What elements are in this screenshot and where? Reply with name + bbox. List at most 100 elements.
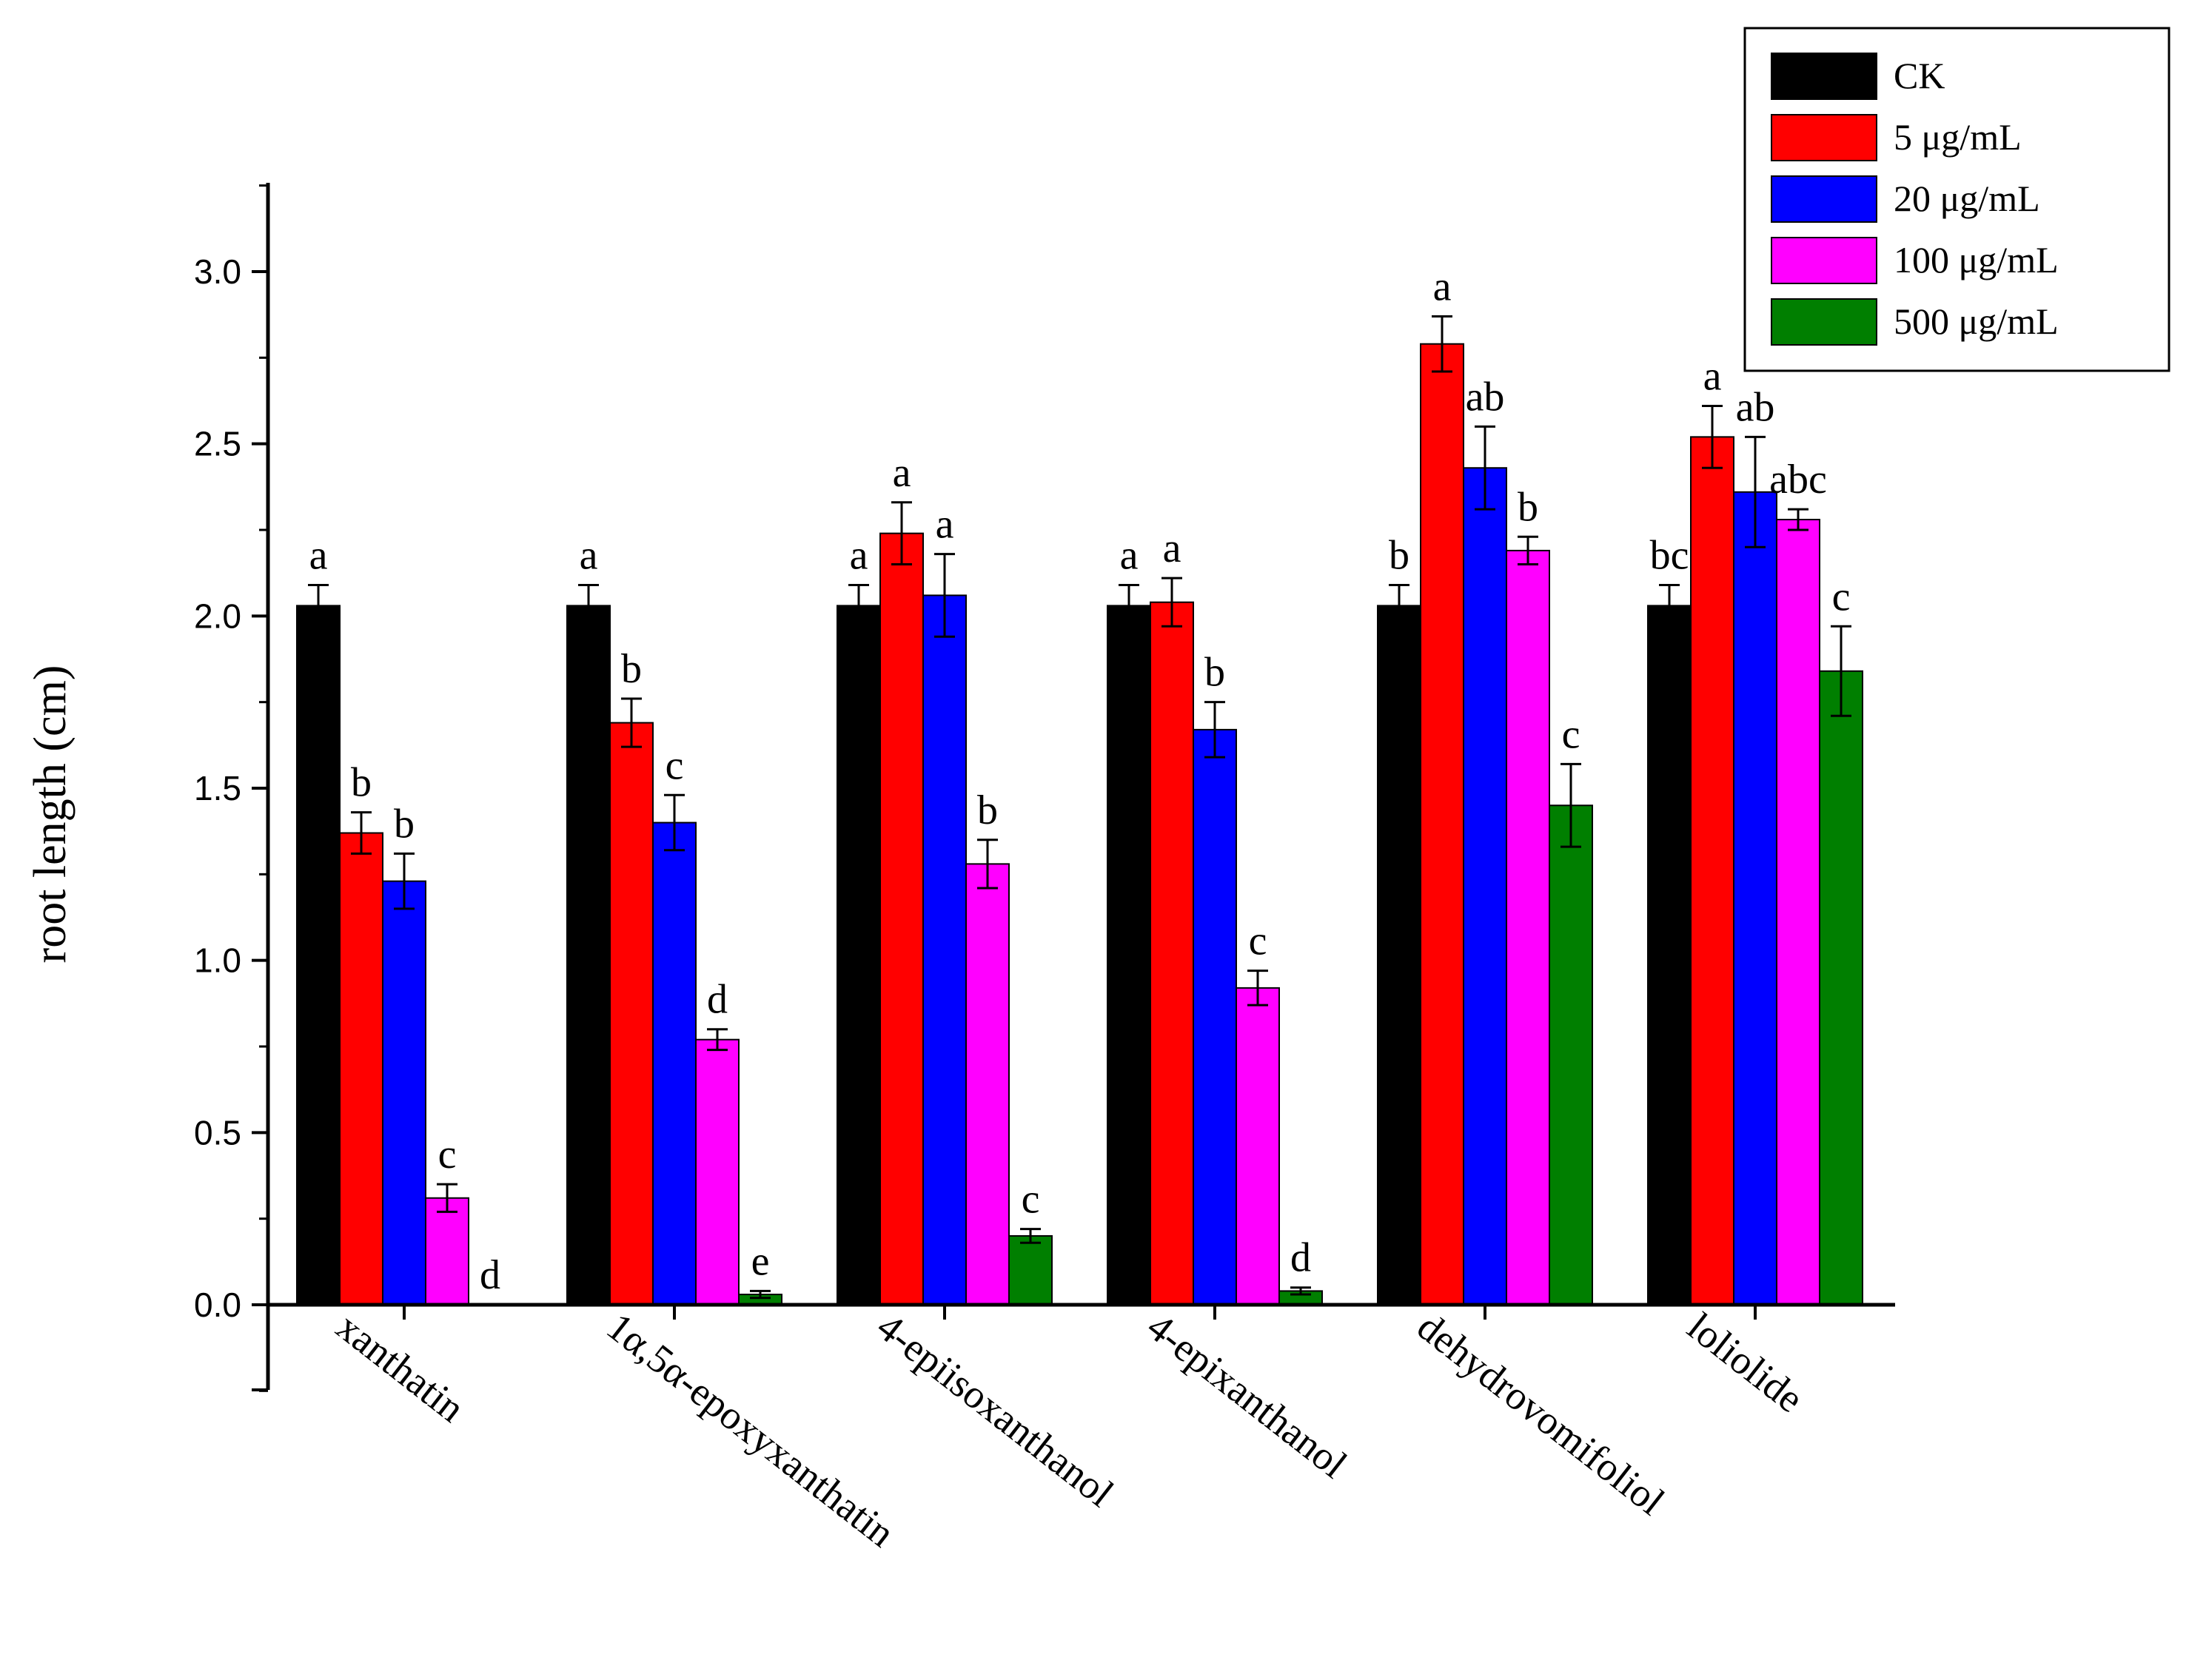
significance-label-3-0: a: [1120, 532, 1139, 578]
significance-label-4-2: ab: [1466, 374, 1505, 420]
error-bar-3-3: [1247, 970, 1268, 1007]
category-label-0: xanthatin: [329, 1304, 473, 1431]
bar-2-0: [837, 605, 881, 1306]
category-labels-layer: xanthatin 1α,5α-epoxyxanthatin4-epiisoxan…: [329, 1304, 1812, 1556]
error-bar-0-1: [351, 811, 372, 855]
bar-5-2: [1733, 491, 1777, 1306]
significance-label-5-1: a: [1703, 353, 1722, 399]
category-label-4: dehydrovomifoliol: [1409, 1304, 1673, 1524]
legend-swatch-2: [1771, 175, 1877, 223]
error-bar-4-4: [1561, 762, 1581, 848]
y-tick-label-3: 1.5: [194, 769, 241, 807]
error-bar-5-2: [1745, 435, 1766, 548]
bar-0-3: [425, 1197, 469, 1306]
error-bar-3-4: [1290, 1286, 1311, 1296]
category-label-1: 1α,5α-epoxyxanthatin: [599, 1304, 903, 1556]
category-label-2: 4-epiisoxanthanol: [869, 1304, 1122, 1515]
bar-3-1: [1150, 601, 1194, 1306]
bar-3-0: [1107, 605, 1151, 1306]
error-bar-2-4: [1020, 1228, 1041, 1244]
significance-label-1-1: b: [621, 646, 642, 692]
legend-label-0: CK: [1894, 55, 1945, 96]
category-label-3: 4-epixanthanol: [1139, 1304, 1355, 1487]
legend-label-1: 5 μg/mL: [1894, 116, 2022, 158]
significance-label-0-1: b: [351, 760, 372, 806]
error-bar-3-2: [1204, 701, 1225, 759]
significance-label-1-3: d: [707, 977, 728, 1023]
bar-2-1: [879, 532, 924, 1306]
significance-label-5-3: abc: [1769, 457, 1827, 503]
error-bar-0-2: [394, 852, 415, 910]
bar-4-1: [1420, 343, 1464, 1306]
y-ticks-layer: 0.0 0.5 1.0 1.5 2.0 2.5 3.0: [194, 184, 1757, 1392]
significance-label-3-4: d: [1290, 1235, 1311, 1281]
significance-label-2-2: a: [936, 502, 954, 548]
bar-3-2: [1193, 728, 1237, 1306]
error-bar-1-0: [578, 583, 599, 628]
legend-label-2: 20 μg/mL: [1894, 178, 2040, 219]
significance-label-4-1: a: [1433, 263, 1452, 309]
error-bar-2-0: [848, 583, 869, 628]
error-bar-5-1: [1702, 404, 1723, 469]
bar-1-1: [609, 722, 654, 1306]
y-tick-label-5: 2.5: [194, 425, 241, 463]
error-bar-5-0: [1659, 583, 1680, 628]
y-tick-label-1: 0.5: [194, 1113, 241, 1152]
y-tick-label-6: 3.0: [194, 252, 241, 291]
error-bar-4-1: [1432, 315, 1452, 373]
legend-swatch-3: [1771, 237, 1877, 284]
significance-label-3-3: c: [1249, 918, 1267, 964]
error-bar-1-3: [707, 1028, 728, 1052]
error-bar-1-2: [664, 793, 685, 852]
significance-label-2-3: b: [977, 787, 998, 833]
error-bar-3-1: [1161, 577, 1182, 628]
legend-label-3: 100 μg/mL: [1894, 239, 2059, 280]
significance-label-2-1: a: [893, 450, 911, 496]
error-bar-2-1: [891, 501, 912, 566]
bar-2-2: [922, 594, 967, 1306]
bar-2-4: [1008, 1234, 1053, 1306]
category-label-5: loliolide: [1680, 1304, 1812, 1421]
bar-1-3: [695, 1038, 740, 1306]
bar-5-1: [1690, 436, 1734, 1306]
y-tick-label-0: 0.0: [194, 1286, 241, 1324]
bar-4-3: [1506, 549, 1550, 1306]
significance-label-0-3: c: [438, 1132, 457, 1177]
bar-0-0: [296, 605, 341, 1306]
legend-label-4: 500 μg/mL: [1894, 300, 2059, 342]
error-bar-4-2: [1475, 425, 1495, 511]
significance-label-1-4: e: [751, 1238, 770, 1284]
significance-label-5-4: c: [1832, 574, 1851, 619]
significance-label-5-2: ab: [1736, 384, 1775, 430]
bar-0-2: [382, 880, 426, 1306]
bars-layer: [296, 343, 1863, 1306]
error-bar-1-1: [621, 697, 642, 748]
bar-2-3: [965, 863, 1010, 1306]
bar-0-1: [339, 832, 383, 1306]
bar-5-3: [1776, 519, 1820, 1306]
significance-label-5-0: bc: [1650, 532, 1689, 578]
significance-label-3-1: a: [1163, 525, 1181, 571]
error-bar-4-3: [1518, 535, 1538, 566]
error-bar-0-0: [308, 583, 329, 628]
bar-4-0: [1377, 605, 1421, 1306]
y-tick-label-2: 1.0: [194, 941, 241, 980]
significance-label-0-2: b: [394, 801, 415, 847]
error-bar-3-0: [1119, 583, 1139, 628]
bar-5-0: [1647, 605, 1692, 1306]
legend-swatch-4: [1771, 298, 1877, 346]
y-tick-label-4: 2.0: [194, 597, 241, 635]
bar-3-3: [1236, 987, 1280, 1306]
significance-label-2-4: c: [1022, 1177, 1040, 1223]
bar-4-4: [1549, 804, 1593, 1306]
error-bar-5-4: [1831, 625, 1851, 717]
significance-label-2-0: a: [850, 532, 868, 578]
significance-label-1-2: c: [666, 742, 684, 788]
error-bar-0-3: [437, 1183, 457, 1213]
significance-label-4-0: b: [1389, 532, 1409, 578]
significance-label-1-0: a: [580, 532, 598, 578]
error-bar-5-3: [1788, 508, 1808, 531]
legend: CK 5 μg/mL 20 μg/mL 100 μg/mL 500 μg/mL: [1743, 27, 2170, 372]
error-bars-layer: [308, 315, 1851, 1300]
